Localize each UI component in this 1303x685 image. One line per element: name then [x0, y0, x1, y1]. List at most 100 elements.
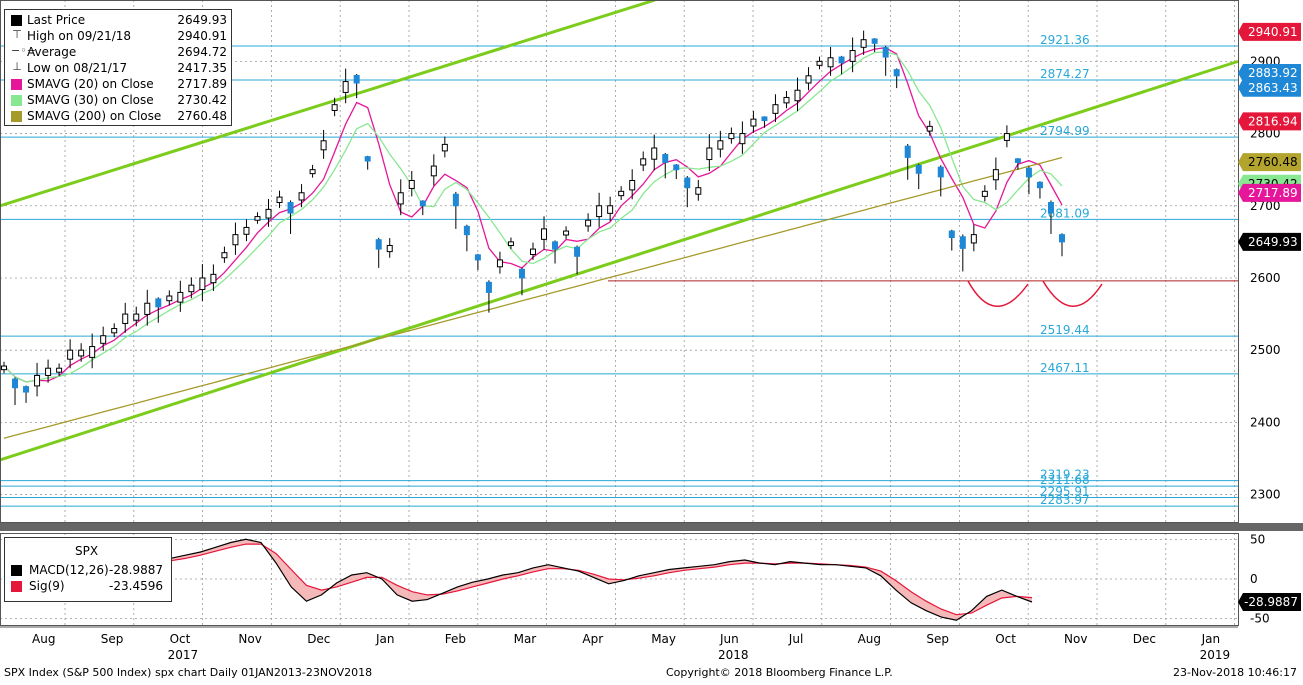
y-tick-label: 2300 [1250, 488, 1281, 502]
price-candle [452, 193, 459, 207]
price-tag-label: 2940.91 [1248, 25, 1298, 39]
level-label: 2295.91 [1040, 485, 1090, 499]
price-candle [243, 226, 250, 235]
legend-row: Last Price 2649.93 [9, 12, 229, 28]
price-candle [970, 234, 977, 244]
price-tag-box [1238, 232, 1301, 251]
legend-value: 2730.42 [177, 93, 227, 107]
y-tick-label: 2700 [1250, 199, 1281, 213]
price-tag: 2717.89 [1238, 183, 1301, 202]
price-candle [948, 230, 955, 239]
price-candle [408, 179, 415, 189]
average-marker-icon: −◦− [11, 44, 36, 57]
level-label: 2794.99 [1040, 124, 1090, 138]
price-candle [915, 164, 922, 174]
x-month-label: Jun [719, 632, 739, 646]
price-candle [56, 367, 63, 373]
moving-average-line [3, 156, 1063, 439]
level-label: 2519.44 [1040, 323, 1090, 337]
price-candle [364, 156, 371, 162]
price-candle [838, 56, 845, 64]
price-candle [463, 225, 470, 236]
x-month-label: Oct [995, 632, 1016, 646]
legend-swatch [11, 95, 22, 106]
price-candle [188, 284, 195, 293]
price-candle [981, 190, 988, 197]
price-candle [133, 313, 140, 321]
price-candle [1003, 133, 1010, 141]
price-candle [827, 57, 834, 68]
level-label: 2283.97 [1040, 493, 1090, 507]
price-candle [1, 365, 7, 371]
legend-swatch [11, 15, 22, 26]
y-tick-label: 2500 [1250, 343, 1281, 357]
x-month-label: Mar [514, 632, 537, 646]
price-candle [111, 328, 118, 334]
price-candle [651, 147, 658, 160]
price-tag: 2816.94 [1238, 112, 1301, 131]
x-year-label: 2019 [1200, 648, 1231, 662]
price-candle [89, 346, 96, 358]
price-candle [34, 374, 41, 387]
price-tag: 2863.43 [1238, 78, 1301, 97]
price-candle [673, 164, 680, 171]
x-month-label: Aug [32, 632, 55, 646]
signal-line [3, 543, 1033, 616]
price-candle [1014, 158, 1021, 163]
high-marker-icon: ⊤ [12, 28, 22, 41]
level-label: 2874.27 [1040, 67, 1090, 81]
macd-tag: -28.9887 [1238, 592, 1301, 611]
price-candle [783, 96, 790, 104]
x-month-label: Aug [858, 632, 881, 646]
price-candle [210, 273, 217, 284]
price-tag-box [1238, 183, 1301, 202]
legend-value: 2649.93 [177, 13, 227, 27]
x-month-label: Feb [445, 632, 466, 646]
y-tick-label: 2600 [1250, 271, 1281, 285]
legend-row: SMAVG (20) on Close 2717.89 [9, 76, 229, 92]
price-tag: 2940.91 [1238, 22, 1301, 41]
x-month-label: Sep [101, 632, 124, 646]
price-candle [419, 200, 426, 207]
price-candle [309, 169, 316, 175]
x-month-label: Dec [307, 632, 330, 646]
price-tag: 2760.48 [1238, 153, 1301, 172]
legend-value: 2717.89 [177, 77, 227, 91]
signal-legend-label: Sig(9) [29, 579, 65, 593]
price-candle [959, 236, 966, 249]
price-candle [695, 187, 702, 195]
legend-label: Average [27, 45, 77, 59]
price-candle [78, 349, 85, 357]
low-marker-icon: ⊥ [12, 60, 22, 73]
macd-tag-box [1238, 592, 1301, 611]
price-candle [574, 246, 581, 257]
legend-row: −◦− Average 2694.72 [9, 44, 229, 60]
price-candle [717, 140, 724, 150]
price-candle [871, 38, 878, 44]
price-candle [298, 192, 305, 201]
legend-label: Low on 08/21/17 [27, 61, 128, 75]
x-month-label: Jan [1201, 632, 1221, 646]
price-candle [386, 244, 393, 253]
price-candle [596, 205, 603, 218]
price-candle [1036, 181, 1043, 189]
price-candle [397, 192, 404, 205]
price-candle [552, 241, 559, 250]
level-label: 2467.11 [1040, 361, 1090, 375]
legend-label: SMAVG (20) on Close [27, 77, 154, 91]
legend-label: Last Price [27, 13, 86, 27]
legend-label: SMAVG (200) on Close [27, 109, 162, 123]
price-candle [375, 239, 382, 250]
price-candle [893, 69, 900, 77]
x-month-label: Jul [788, 632, 803, 646]
price-tag-label: 2883.92 [1248, 66, 1298, 80]
level-label: 2681.09 [1040, 206, 1090, 220]
signal-legend-row: Sig(9) -23.4596 [9, 578, 229, 594]
footer-left: SPX Index (S&P 500 Index) spx chart Dail… [4, 666, 373, 679]
macd-legend-title: SPX [75, 544, 99, 558]
price-candle [430, 165, 437, 177]
x-month-label: Dec [1133, 632, 1156, 646]
price-candle [882, 47, 889, 58]
price-candle [232, 234, 239, 246]
